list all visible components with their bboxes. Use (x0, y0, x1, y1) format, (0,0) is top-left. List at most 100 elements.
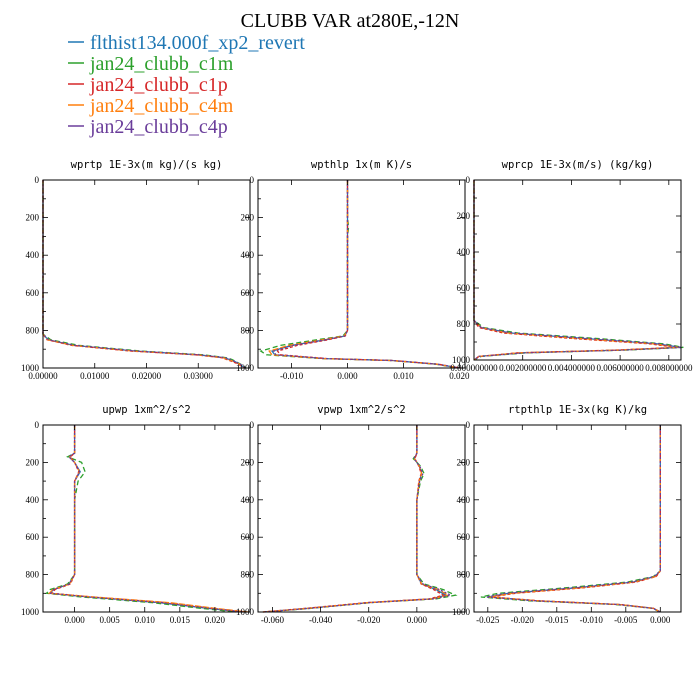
panel-title: wprcp 1E-3x(m/s) (kg/kg) (502, 159, 654, 171)
x-tick-label: -0.025 (476, 615, 500, 625)
chart-panel-1: wprtp 1E-3x(m kg)/(s kg) 0 200 400 600 800 100… (21, 159, 251, 381)
x-tick-label: -0.040 (309, 615, 333, 625)
y-tick-label: 400 (457, 495, 471, 505)
panels: wprtp 1E-3x(m kg)/(s kg) 0 200 400 600 800 100… (21, 159, 693, 625)
y-tick-label: 600 (241, 532, 255, 542)
y-tick-label: 800 (241, 570, 255, 580)
y-tick-label: 400 (26, 250, 40, 260)
series-line-5 (272, 180, 461, 369)
y-tick-label: 1000 (236, 607, 255, 617)
plot-frame (42, 179, 251, 369)
x-tick-label: 0.00000 (28, 371, 58, 381)
plot-frame (257, 179, 466, 369)
x-tick-label: 0.008000000 (645, 363, 693, 373)
y-tick-label: 0 (466, 175, 471, 185)
x-tick-label: -0.020 (357, 615, 381, 625)
series-line-3 (42, 180, 245, 369)
chart-panel-5: vpwp 1xm^2/s^2 0 200 400 600 800 1000 -0.060 -0.… (236, 404, 466, 625)
x-tick-label: 0.000 (64, 615, 85, 625)
y-tick-label: 1000 (21, 363, 40, 373)
y-tick-label: 200 (457, 457, 471, 467)
x-tick-label: 0.02000 (132, 371, 162, 381)
x-tick-label: 0.01000 (80, 371, 110, 381)
y-tick-label: 600 (457, 532, 471, 542)
x-tick-label: 0.000 (650, 615, 671, 625)
series-line-3 (276, 180, 461, 369)
x-tick-label: 0.000 (337, 371, 358, 381)
x-tick-label: 0.000000000 (450, 363, 498, 373)
y-tick-label: 0 (250, 420, 255, 430)
y-tick-label: 800 (457, 319, 471, 329)
series-line-2 (42, 180, 247, 369)
y-tick-label: 0 (35, 420, 40, 430)
series-line-1 (48, 425, 244, 613)
series-line-1 (487, 425, 661, 613)
y-tick-label: 1000 (452, 607, 471, 617)
legend-entry: jan24_clubb_c4p (89, 116, 228, 138)
y-tick-label: 800 (26, 325, 40, 335)
series-line-2 (259, 180, 459, 369)
y-tick-label: 200 (241, 213, 255, 223)
panel-title: vpwp 1xm^2/s^2 (317, 404, 406, 416)
chart-panel-3: wprcp 1E-3x(m/s) (kg/kg) 0 200 400 600 800 100… (450, 159, 693, 373)
y-tick-label: 600 (241, 288, 255, 298)
x-tick-label: 0.010 (393, 371, 414, 381)
panel-title: wpthlp 1x(m K)/s (311, 159, 412, 171)
x-tick-label: -0.010 (280, 371, 304, 381)
y-tick-label: 200 (26, 457, 40, 467)
y-tick-label: 0 (35, 175, 40, 185)
series-line-4 (489, 425, 661, 613)
series-line-3 (491, 425, 661, 613)
panel-title: rtpthlp 1E-3x(kg K)/kg (508, 404, 647, 416)
figure-title: CLUBB VAR at280E,-12N (241, 10, 460, 32)
series-line-2 (480, 425, 661, 613)
x-tick-label: 0.010 (135, 615, 156, 625)
panel-title: upwp 1xm^2/s^2 (102, 404, 191, 416)
panel-title: wprtp 1E-3x(m kg)/(s kg) (71, 159, 223, 171)
series-line-1 (270, 180, 460, 369)
x-tick-label: -0.010 (580, 615, 604, 625)
x-tick-label: -0.005 (614, 615, 638, 625)
y-tick-label: 800 (26, 570, 40, 580)
chart-panel-6: rtpthlp 1E-3x(kg K)/kg02004006008001000-… (452, 404, 682, 625)
y-tick-label: 1000 (236, 363, 255, 373)
x-tick-label: -0.060 (261, 615, 285, 625)
legend-entry: jan24_clubb_c1m (89, 53, 234, 75)
series-line-5 (473, 180, 682, 361)
x-tick-label: -0.015 (545, 615, 569, 625)
y-tick-label: 200 (241, 457, 255, 467)
x-tick-label: 0.006000000 (596, 363, 644, 373)
series-line-2 (265, 425, 458, 613)
y-tick-label: 400 (26, 495, 40, 505)
y-tick-label: 600 (26, 288, 40, 298)
y-tick-label: 200 (26, 213, 40, 223)
plot-frame (473, 424, 682, 613)
series-line-4 (268, 180, 460, 369)
x-tick-label: 0.03000 (184, 371, 214, 381)
y-tick-label: 0 (466, 420, 471, 430)
legend-entry: flthist134.000f_xp2_revert (90, 32, 305, 54)
y-tick-label: 400 (457, 247, 471, 257)
y-tick-label: 1000 (21, 607, 40, 617)
y-tick-label: 800 (457, 570, 471, 580)
series-line-4 (262, 425, 450, 613)
y-tick-label: 400 (241, 250, 255, 260)
legend-entry: jan24_clubb_c1p (89, 74, 228, 96)
plot-frame (257, 424, 466, 613)
y-tick-label: 600 (457, 283, 471, 293)
y-tick-label: 200 (457, 211, 471, 221)
series-line-5 (486, 425, 661, 613)
series-line-1 (42, 180, 246, 369)
chart-panel-2: wpthlp 1x(m K)/s 0 200 400 600 800 1000 -0.010 0… (236, 159, 470, 381)
y-tick-label: 400 (241, 495, 255, 505)
x-tick-label: 0.020 (449, 371, 470, 381)
x-tick-label: 0.015 (170, 615, 191, 625)
y-tick-label: 800 (241, 325, 255, 335)
series-line-5 (42, 180, 246, 369)
series-line-3 (50, 425, 247, 613)
series-line-5 (263, 425, 453, 613)
series-line-4 (47, 425, 249, 613)
x-tick-label: 0.004000000 (548, 363, 596, 373)
chart-panel-4: upwp 1xm^2/s^2 0 200 400 600 800 1000 0.000 0.00… (21, 404, 251, 625)
